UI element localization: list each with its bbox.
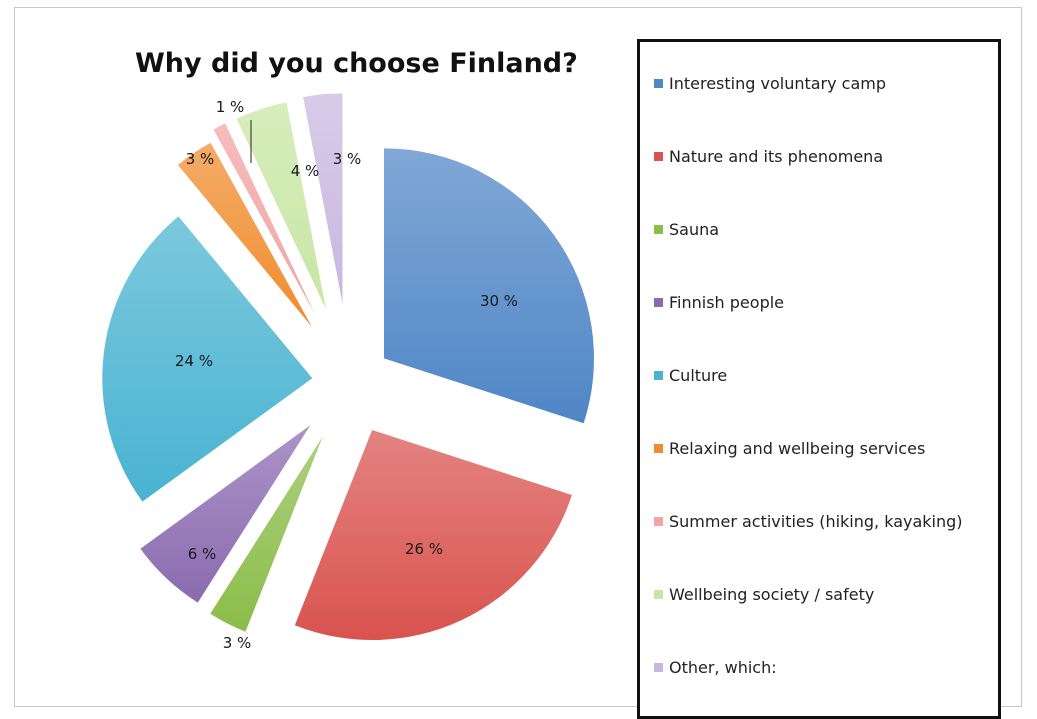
legend-swatch [654,371,663,380]
pie-slice-nature-and-its-phenomena [294,430,572,641]
pie-slice-culture [102,216,313,502]
legend-item: Summer activities (hiking, kayaking) [654,512,963,531]
slice-label: 30 % [480,292,518,310]
legend-item: Relaxing and wellbeing services [654,439,925,458]
legend-item: Culture [654,366,727,385]
pie-slice-other-which [303,93,343,304]
legend-swatch [654,225,663,234]
legend-label: Finnish people [669,293,785,312]
legend-item: Interesting voluntary camp [654,74,886,93]
legend-label: Relaxing and wellbeing services [669,439,926,458]
legend-label: Sauna [669,220,720,239]
legend: Interesting voluntary camp Nature and its… [637,39,1001,719]
legend-label: Summer activities (hiking, kayaking) [669,512,963,531]
legend-swatch [654,298,663,307]
slice-label: 6 % [188,545,217,563]
legend-item: Other, which: [654,658,777,677]
legend-item: Sauna [654,220,719,239]
pie-slice-relaxing-and-wellbeing-services [177,142,312,327]
legend-label: Nature and its phenomena [669,147,884,166]
chart-frame: Why did you choose Finland? 30 % 26 % 3 % 6… [14,7,1022,719]
slice-label: 3 % [223,634,252,652]
legend-label: Wellbeing society / safety [669,585,875,604]
pie-slice-interesting-voluntary-camp [383,148,594,424]
slice-label: 26 % [405,540,443,558]
slice-label: 24 % [175,352,213,370]
legend-swatch [654,590,663,599]
slice-label: 1 % [216,98,245,116]
legend-label: Interesting voluntary camp [669,74,887,93]
legend-swatch [654,517,663,526]
slice-label: 3 % [186,150,215,168]
pie-slice-finnish-people [140,425,311,603]
pie-chart: 30 % 26 % 3 % 6 % 24 % 3 % 1 % 4 % 3 % [102,93,594,652]
chart-title: Why did you choose Finland? [135,48,578,79]
slice-label: 3 % [333,150,362,168]
legend-swatch [654,444,663,453]
slice-label: 4 % [291,162,320,180]
pie-slice-summer-activities-hiking-kayaking [213,123,315,314]
legend-swatch [654,663,663,672]
pie-slice-sauna [210,436,323,632]
legend-swatch [654,79,663,88]
legend-label: Other, which: [669,658,777,677]
legend-item: Finnish people [654,293,784,312]
legend-item: Nature and its phenomena [654,147,883,166]
legend-swatch [654,152,663,161]
pie-slice-wellbeing-society-safety [236,102,326,309]
legend-item: Wellbeing society / safety [654,585,874,604]
legend-label: Culture [669,366,728,385]
